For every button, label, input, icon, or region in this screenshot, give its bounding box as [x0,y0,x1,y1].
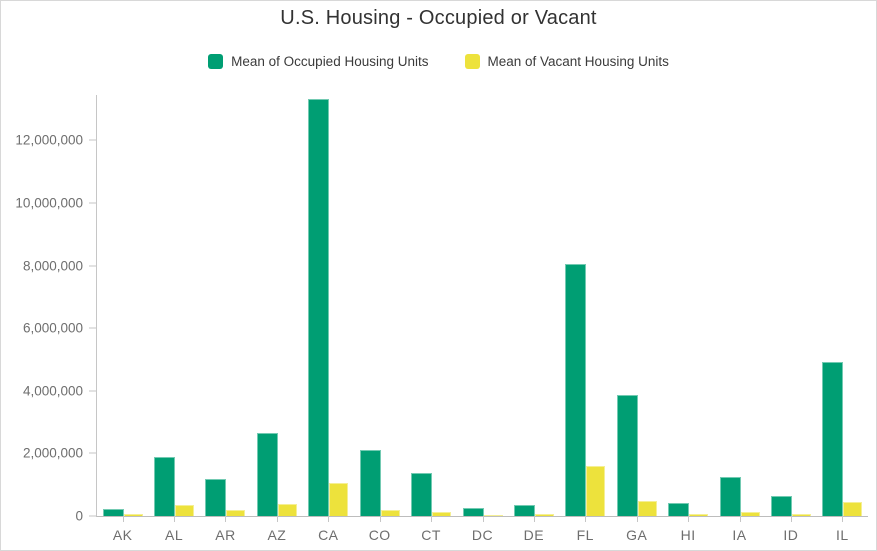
bar-vacant-CO[interactable] [380,509,400,516]
x-axis-tick-AZ [276,516,278,522]
bar-vacant-ID[interactable] [791,514,811,516]
x-axis-label-AL: AL [165,527,184,543]
plot-area: 0 2,000,000 4,000,000 6,000,000 8,000,000 10,… [15,95,868,543]
legend-item-vacant[interactable]: Mean of Vacant Housing Units [464,54,669,69]
bar-occupied-DC[interactable] [462,507,484,516]
bar-occupied-HI[interactable] [668,502,690,516]
y-axis-tick-label: 2,000,000 [22,445,83,461]
bar-occupied-CO[interactable] [359,449,381,516]
y-axis-tick-label: 8,000,000 [22,258,83,274]
bar-vacant-IA[interactable] [740,512,760,516]
x-axis-label-IA: IA [732,527,747,543]
bar-occupied-DE[interactable] [513,505,535,516]
x-axis-label-AR: AR [215,527,236,543]
x-axis-tick-HI [688,516,690,522]
x-axis-label-DC: DC [471,527,494,543]
bar-vacant-AZ[interactable] [277,504,297,516]
y-axis-tick-label: 4,000,000 [22,383,83,399]
legend-label-occupied: Mean of Occupied Housing Units [231,54,429,69]
bar-vacant-GA[interactable] [637,500,657,516]
bar-group-CA [308,95,349,516]
bar-group-GA [616,95,657,516]
bar-vacant-CT[interactable] [432,511,452,516]
x-axis-tick-DC [482,516,484,522]
y-axis-tick-label: 12,000,000 [15,132,83,148]
x-axis-tick-AK [122,516,124,522]
bar-vacant-AL[interactable] [175,505,195,516]
x-axis-tick-CO [379,516,381,522]
bar-vacant-AR[interactable] [226,510,246,516]
bar-occupied-FL[interactable] [565,264,587,516]
x-axis-label-CO: CO [368,527,391,543]
y-axis-tick [89,515,96,517]
chart-title: U.S. Housing - Occupied or Vacant [280,7,597,29]
bar-occupied-AL[interactable] [154,456,176,516]
bar-group-IL [822,95,863,516]
x-axis-tick-FL [585,516,587,522]
y-axis-tick [89,202,96,204]
x-axis-label-DE: DE [523,527,545,543]
x-axis-label-AZ: AZ [267,527,287,543]
x-axis-tick-GA [636,516,638,522]
legend: Mean of Occupied Housing Units Mean of V… [1,54,876,69]
x-axis-label-CT: CT [421,527,441,543]
x-axis-label-HI: HI [680,527,696,543]
bar-group-IA [719,95,760,516]
bar-group-AL [154,95,195,516]
bar-occupied-CA[interactable] [308,99,330,516]
bar-group-ID [770,95,811,516]
y-axis-tick-label: 6,000,000 [22,320,83,336]
x-axis-tick-CA [328,516,330,522]
bar-occupied-ID[interactable] [770,495,792,516]
bar-occupied-CT[interactable] [411,472,433,516]
x-axis-label-CA: CA [318,527,339,543]
bar-group-AK [102,95,143,516]
bar-vacant-DE[interactable] [534,514,554,516]
x-axis-label-GA: GA [626,527,648,543]
x-axis-tick-AL [174,516,176,522]
x-axis-tick-ID [790,516,792,522]
bar-occupied-AR[interactable] [205,479,227,516]
x-axis-tick-IL [842,516,844,522]
legend-swatch-vacant-icon [464,54,480,69]
y-axis-tick [89,452,96,454]
bar-group-AR [205,95,246,516]
y-axis-tick-label: 0 [75,508,83,524]
bar-occupied-AZ[interactable] [256,432,278,516]
bar-group-FL [565,95,606,516]
legend-label-vacant: Mean of Vacant Housing Units [487,54,669,69]
x-axis-label-ID: ID [783,527,799,543]
bar-vacant-DC[interactable] [483,515,503,516]
legend-item-occupied[interactable]: Mean of Occupied Housing Units [208,54,429,69]
y-axis-tick [89,139,96,141]
y-axis-tick [89,327,96,329]
bar-group-DC [462,95,503,516]
legend-swatch-occupied-icon [208,54,224,69]
bar-occupied-IA[interactable] [719,476,741,516]
x-axis-tick-AR [225,516,227,522]
bar-occupied-AK[interactable] [102,508,124,516]
bar-vacant-IL[interactable] [843,501,863,516]
x-axis-tick-DE [533,516,535,522]
bar-group-AZ [256,95,297,516]
bar-occupied-GA[interactable] [616,395,638,516]
bar-vacant-AK[interactable] [123,514,143,516]
y-axis-tick [89,265,96,267]
y-axis-tick [89,390,96,392]
bar-vacant-HI[interactable] [689,514,709,516]
bar-occupied-IL[interactable] [822,362,844,516]
bar-group-CO [359,95,400,516]
bar-group-HI [668,95,709,516]
x-axis-label-AK: AK [112,527,133,543]
x-axis-tick-IA [739,516,741,522]
x-axis-label-FL: FL [576,527,594,543]
bar-group-CT [411,95,452,516]
bar-group-DE [513,95,554,516]
x-axis-tick-CT [431,516,433,522]
x-axis-label-IL: IL [835,527,849,543]
bar-vacant-CA[interactable] [329,482,349,516]
bar-vacant-FL[interactable] [586,465,606,516]
y-axis-tick-label: 10,000,000 [15,195,83,211]
